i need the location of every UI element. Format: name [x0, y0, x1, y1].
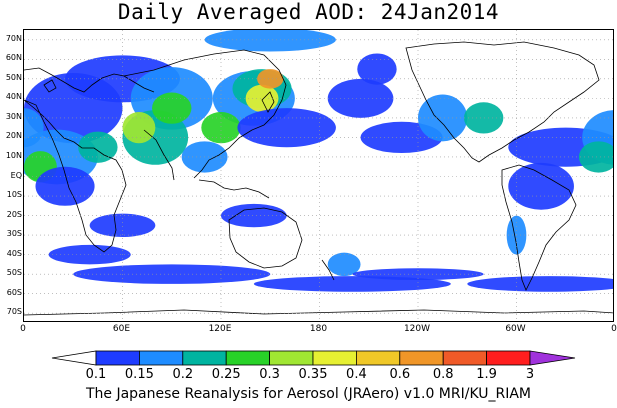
- colorbar-label: 0.8: [432, 367, 454, 382]
- colorbar-swatch: [312, 350, 357, 366]
- colorbar-swatch: [138, 350, 184, 366]
- lat-label: 40S: [6, 248, 22, 258]
- colorbar-label: 0.2: [172, 367, 194, 382]
- lat-label: 50S: [6, 268, 22, 278]
- credit-line: The Japanese Reanalysis for Aerosol (JRA…: [85, 386, 532, 402]
- colorbar-label: 0.4: [346, 367, 367, 382]
- lat-label: 20S: [6, 209, 22, 219]
- colorbar-label: 3: [525, 367, 535, 382]
- lon-label: 60E: [112, 324, 131, 334]
- colorbar-label: 0.3: [259, 367, 280, 382]
- aod-region: [204, 30, 336, 52]
- lat-label: 60N: [5, 53, 22, 63]
- lat-label: 70S: [6, 307, 22, 317]
- lon-label: 60W: [505, 324, 526, 334]
- aod-region: [152, 92, 192, 124]
- colorbar-swatch: [95, 350, 140, 366]
- lat-label: 30N: [5, 111, 22, 121]
- colorbar-swatch: [269, 350, 314, 366]
- colorbar-swatch: [355, 350, 401, 366]
- lat-label: 50N: [5, 72, 22, 82]
- colorbar-high-triangle: [529, 350, 576, 366]
- aod-region: [467, 276, 613, 292]
- aod-region: [463, 102, 504, 134]
- aod-region: [237, 108, 336, 148]
- colorbar-label: 0.1: [85, 367, 107, 382]
- colorbar-swatch: [442, 350, 488, 366]
- aod-region: [122, 112, 156, 144]
- aod-region: [201, 112, 241, 144]
- lat-label: 60S: [6, 287, 22, 297]
- colorbar-swatch: [486, 350, 531, 366]
- gridlines: [24, 30, 613, 321]
- colorbar: [51, 350, 576, 366]
- coastlines: [24, 41, 613, 316]
- colorbar-label: 1.9: [476, 367, 497, 382]
- colorbar-low-triangle: [51, 350, 97, 366]
- colorbar-swatch: [182, 350, 227, 366]
- aod-map: [23, 29, 614, 322]
- aod-region: [48, 244, 131, 265]
- lat-label: 30S: [6, 229, 22, 239]
- colorbar-swatch: [225, 350, 270, 366]
- lat-label: EQ: [10, 170, 22, 180]
- aod-region: [89, 213, 156, 238]
- aod-region: [357, 53, 397, 85]
- aod-region: [78, 131, 118, 163]
- aod-region: [257, 69, 284, 89]
- aod-region: [578, 141, 613, 173]
- lat-label: 10S: [6, 190, 22, 200]
- colorbar-swatch: [399, 350, 444, 366]
- aod-region: [508, 162, 574, 210]
- lat-label: 40N: [5, 92, 22, 102]
- lon-label: 180: [309, 324, 328, 334]
- aod-region: [73, 264, 271, 284]
- aod-shading: [24, 30, 613, 292]
- colorbar-label: 0.35: [298, 367, 328, 382]
- aod-region: [418, 94, 468, 142]
- aod-region: [35, 166, 95, 206]
- lat-label: 70N: [5, 33, 22, 43]
- aod-region: [245, 84, 279, 113]
- lat-label: 10N: [5, 150, 22, 160]
- lon-label: 120E: [208, 324, 232, 334]
- colorbar-label: 0.6: [389, 367, 411, 382]
- colorbar-label: 0.15: [124, 367, 154, 382]
- aod-region: [253, 276, 451, 292]
- lat-label: 20N: [5, 131, 22, 141]
- map-title: Daily Averaged AOD: 24Jan2014: [117, 0, 500, 24]
- lon-label: 120W: [403, 324, 431, 334]
- colorbar-label: 0.25: [211, 367, 241, 382]
- lon-label: 0: [20, 324, 26, 334]
- aod-region: [327, 252, 361, 277]
- lon-label: 0: [611, 324, 617, 334]
